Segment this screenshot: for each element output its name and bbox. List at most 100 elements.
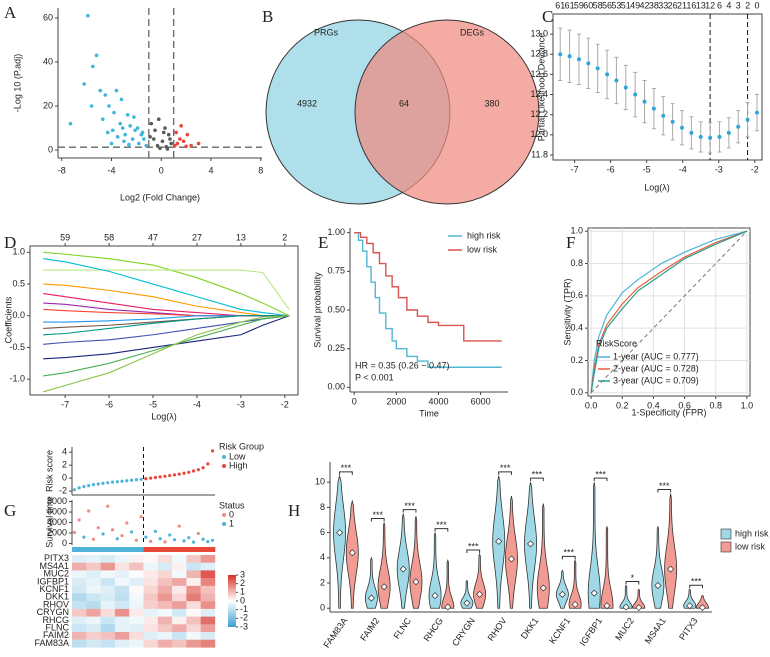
heatmap-cell (172, 570, 187, 579)
median-marker (463, 599, 471, 607)
heatmap-cell (143, 616, 158, 625)
heatmap-cell (100, 632, 116, 640)
point (708, 135, 713, 140)
x-axis-title: 1-Specificity (FPR) (631, 407, 706, 417)
heatmap-cell (100, 570, 116, 579)
point (127, 142, 131, 147)
heatmap-cell (200, 593, 216, 602)
legend-title: Risk Group (219, 441, 264, 451)
point (567, 54, 572, 59)
roc-curve (590, 230, 748, 393)
x-axis-title: Log(λ) (644, 182, 670, 192)
point (94, 53, 99, 58)
heatmap-cell (143, 578, 158, 586)
x-tick-label: 0 (352, 396, 357, 406)
x-tick-label: 0.4 (647, 400, 660, 410)
point (165, 147, 170, 151)
y-tick-label: 0.00 (327, 382, 345, 392)
heatmap-cell (157, 570, 173, 579)
significance-label: *** (372, 510, 383, 520)
violin (536, 503, 550, 609)
heatmap-cell (143, 555, 158, 563)
x-tick-label: -5 (643, 164, 651, 174)
violin (664, 493, 678, 609)
legend-swatch (222, 522, 226, 526)
top-label: 6 (717, 0, 722, 10)
risk-point (87, 483, 91, 488)
heatmap-cell (200, 616, 216, 625)
median-marker (412, 578, 420, 586)
gene-label: RHOV (43, 599, 69, 609)
heatmap-cell (200, 578, 216, 586)
point (717, 134, 722, 139)
point (112, 110, 116, 115)
time-point (149, 539, 153, 543)
risk-point (206, 462, 210, 466)
point (137, 141, 141, 146)
heatmap-cell (129, 562, 144, 571)
point (144, 143, 149, 148)
risk-point (106, 481, 110, 485)
heatmap-cell (114, 601, 130, 610)
median-marker (635, 604, 643, 612)
gene-label: FLNC (45, 623, 69, 633)
heatmap-cell (100, 639, 116, 648)
median-marker (698, 604, 706, 612)
group-bar (86, 547, 92, 552)
x-tick-label: FAM83A (322, 616, 350, 650)
heatmap-cell (114, 570, 130, 579)
heatmap-cell (157, 632, 173, 640)
significance-bracket (498, 471, 512, 475)
heatmap-cell (157, 593, 173, 602)
violin (632, 588, 646, 609)
risk-point (187, 470, 191, 474)
point (736, 124, 741, 129)
heatmap-cell (86, 608, 101, 617)
heatmap-cell (72, 624, 87, 633)
violin (619, 584, 633, 609)
colorbar-label: 0 (240, 595, 245, 605)
risk-point (149, 476, 153, 480)
y-tick-label: 2 (62, 460, 67, 470)
y-tick-label: 0 (62, 473, 67, 483)
violin (441, 559, 455, 609)
x-tick-label: 0.6 (678, 400, 691, 410)
top-label: 0 (754, 0, 759, 10)
significance-label: *** (595, 470, 606, 480)
group-bar (153, 547, 159, 552)
y-tick-label: 2 (320, 577, 325, 587)
legend-label: High (229, 460, 248, 470)
point (651, 106, 656, 111)
risk-point (182, 471, 186, 475)
point (119, 97, 124, 102)
heatmap-cell (114, 555, 130, 563)
plot-frame (587, 227, 751, 397)
point (125, 113, 130, 117)
top-label: 58 (593, 0, 603, 10)
y-tick-label: 0.8 (570, 258, 583, 268)
heatmap-cell (114, 632, 130, 640)
coef-path (43, 251, 290, 317)
violin (428, 532, 442, 609)
point (82, 82, 86, 86)
heatmap-cell (114, 562, 130, 571)
point (614, 78, 619, 83)
heatmap-cell (129, 570, 144, 579)
group-bar (114, 547, 120, 552)
time-point (177, 524, 181, 528)
y-axis-title: Partial Likelihood Deviance (536, 33, 546, 142)
median-marker (654, 582, 662, 590)
heatmap-cell (200, 585, 216, 594)
point (178, 137, 182, 141)
point (114, 88, 119, 93)
significance-bracket (561, 555, 576, 560)
y-tick-label: -2 (59, 485, 67, 495)
heatmap-cell (86, 601, 101, 610)
group-bar (195, 547, 201, 552)
survival-curve (354, 231, 502, 368)
significance-bracket (402, 509, 417, 513)
point (623, 85, 628, 90)
median-marker (336, 529, 344, 537)
point (149, 121, 154, 126)
